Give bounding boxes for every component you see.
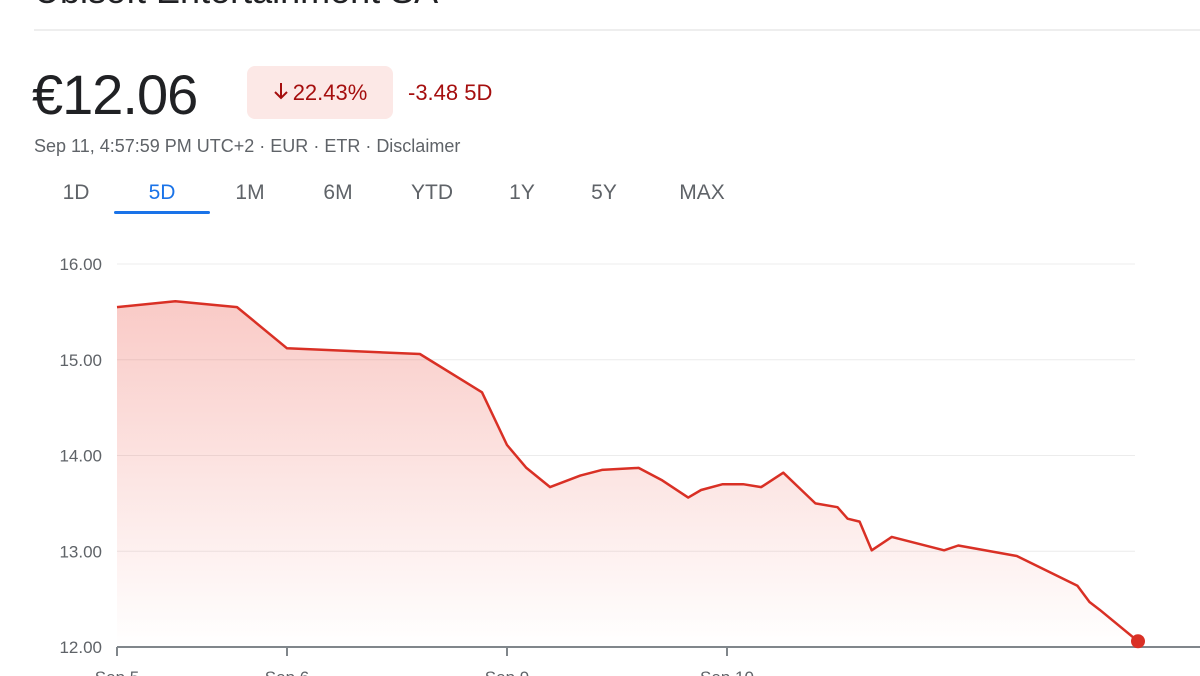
arrow-down-icon bbox=[273, 80, 289, 106]
header-divider bbox=[34, 29, 1200, 31]
x-tick-label: Sep 5 bbox=[95, 668, 139, 676]
timestamp: Sep 11, 4:57:59 PM UTC+2 bbox=[34, 136, 255, 156]
tab-6m[interactable]: 6M bbox=[323, 181, 353, 204]
y-tick-label: 15.00 bbox=[59, 351, 102, 370]
change-value: -3.48 bbox=[408, 80, 459, 105]
range-tabs: 1D 5D 1M 6M YTD 1Y 5Y MAX bbox=[40, 181, 758, 214]
tab-1y[interactable]: 1Y bbox=[509, 181, 535, 204]
price-line bbox=[116, 300, 1139, 643]
company-title: Ubisoft Entertainment SA bbox=[34, 0, 438, 12]
disclaimer-link[interactable]: Disclaimer bbox=[376, 136, 461, 156]
separator: · bbox=[360, 136, 377, 156]
y-tick-label: 12.00 bbox=[59, 638, 102, 657]
quote-meta: Sep 11, 4:57:59 PM UTC+2 · EUR · ETR · D… bbox=[34, 136, 460, 157]
y-tick-label: 16.00 bbox=[59, 255, 102, 274]
separator: · bbox=[254, 136, 271, 156]
y-tick-label: 14.00 bbox=[59, 447, 102, 466]
x-tick-label: Sep 10 bbox=[700, 668, 754, 676]
change-absolute: -3.48 5D bbox=[408, 80, 492, 106]
y-tick-label: 13.00 bbox=[59, 542, 102, 561]
change-percent: 22.43% bbox=[292, 79, 368, 105]
tab-1m[interactable]: 1M bbox=[235, 181, 265, 204]
separator: · bbox=[308, 136, 325, 156]
tab-5d[interactable]: 5D bbox=[114, 181, 210, 214]
tab-1d[interactable]: 1D bbox=[62, 181, 90, 204]
tab-5y[interactable]: 5Y bbox=[591, 181, 617, 204]
change-period: 5D bbox=[464, 80, 493, 105]
x-tick-label: Sep 6 bbox=[265, 668, 309, 676]
currency: EUR bbox=[270, 136, 309, 156]
tab-ytd[interactable]: YTD bbox=[411, 181, 453, 204]
exchange: ETR bbox=[324, 136, 361, 156]
current-price-dot bbox=[1131, 634, 1145, 649]
x-tick-label: Sep 9 bbox=[485, 668, 529, 676]
tab-max[interactable]: MAX bbox=[679, 181, 725, 204]
price-area-fill bbox=[117, 301, 1138, 647]
current-price: €12.06 bbox=[32, 63, 198, 126]
change-percent-badge: 22.43% bbox=[247, 66, 393, 119]
